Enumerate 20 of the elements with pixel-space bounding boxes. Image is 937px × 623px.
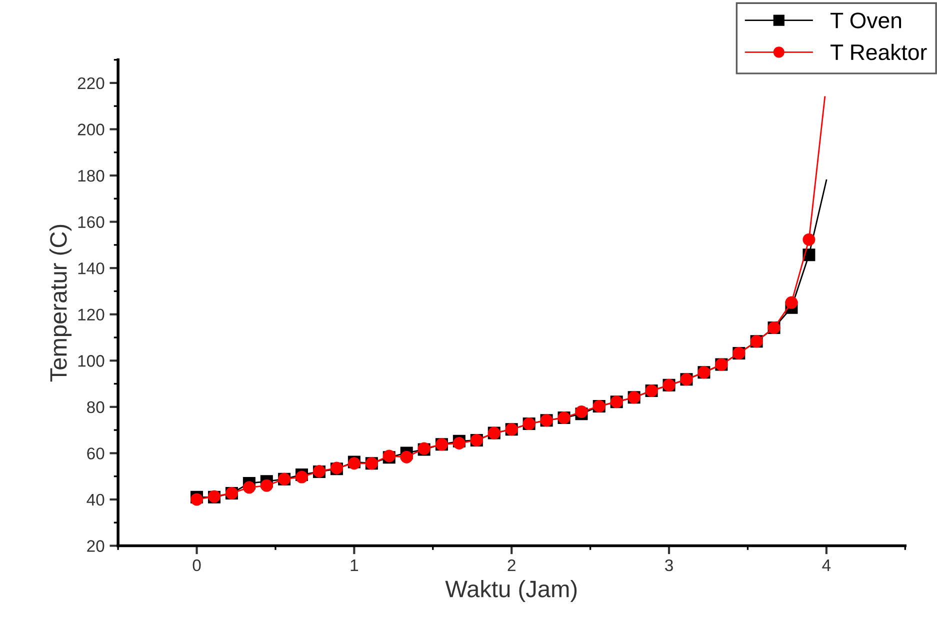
x-tick-label: 2 bbox=[508, 559, 516, 572]
y-tick-label: 180 bbox=[78, 170, 104, 182]
x-tick-label: 3 bbox=[665, 559, 673, 572]
y-tick-label: 60 bbox=[87, 448, 104, 460]
legend-label: T Oven bbox=[830, 12, 902, 28]
y-tick-label: 220 bbox=[78, 77, 104, 90]
y-axis-title: Temperatur (C) bbox=[49, 224, 72, 382]
x-tick-label: 4 bbox=[822, 560, 831, 572]
y-tick-label: 20 bbox=[87, 540, 104, 552]
y-tick-label: 120 bbox=[78, 308, 104, 321]
y-tick-label: 100 bbox=[78, 355, 104, 367]
x-axis-title: Waktu (Jam) bbox=[445, 580, 577, 602]
y-tick-label: 80 bbox=[87, 401, 104, 414]
x-tick-label: 0 bbox=[192, 559, 201, 572]
legend-label: T Reaktor bbox=[830, 44, 927, 60]
y-tick-label: 200 bbox=[78, 124, 104, 136]
y-tick-label: 40 bbox=[86, 494, 104, 506]
y-tick-label: 140 bbox=[78, 262, 104, 274]
y-tick-label: 160 bbox=[78, 216, 104, 228]
x-tick-label: 1 bbox=[350, 560, 358, 572]
